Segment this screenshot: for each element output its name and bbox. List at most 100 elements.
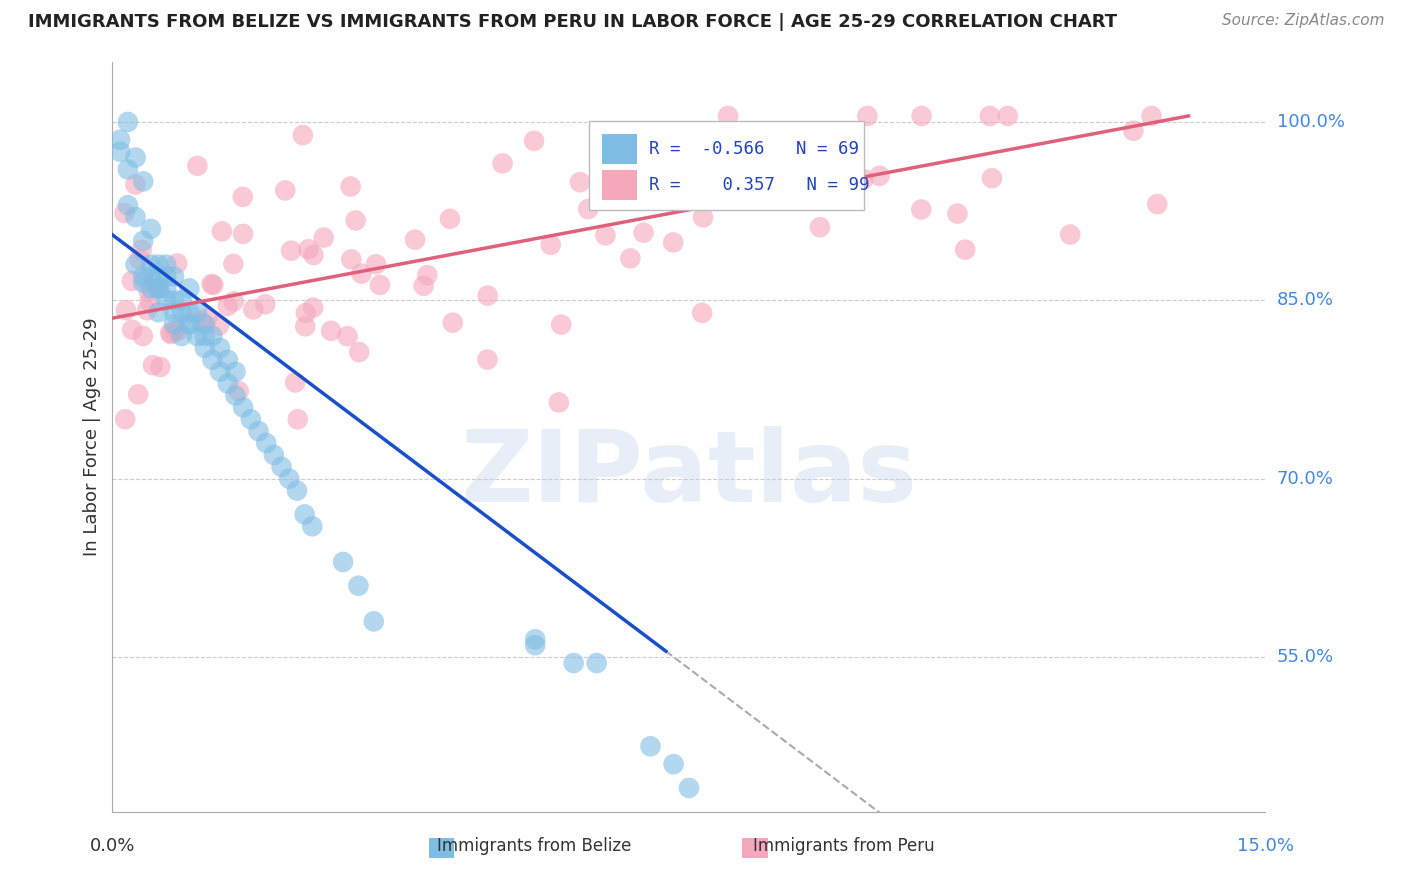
Point	[186, 305, 208, 319]
Point	[132, 276, 155, 290]
Point	[170, 293, 193, 308]
Point	[339, 179, 361, 194]
Point	[441, 316, 464, 330]
Text: 15.0%: 15.0%	[1237, 837, 1294, 855]
Point	[117, 162, 139, 177]
Text: ZIPatlas: ZIPatlas	[461, 426, 917, 523]
Point	[139, 222, 162, 236]
Point	[364, 257, 387, 271]
Point	[287, 412, 309, 426]
Point	[662, 757, 685, 772]
Point	[124, 178, 146, 192]
Point	[297, 242, 319, 256]
Point	[195, 311, 218, 326]
Point	[201, 352, 224, 367]
Point	[228, 384, 250, 398]
Point	[910, 109, 932, 123]
Point	[148, 269, 170, 284]
Point	[254, 297, 277, 311]
Point	[524, 638, 547, 652]
Point	[155, 269, 177, 284]
Point	[242, 302, 264, 317]
Point	[124, 210, 146, 224]
Point	[124, 151, 146, 165]
Point	[138, 285, 160, 299]
Point	[139, 281, 162, 295]
Point	[208, 318, 231, 333]
Point	[142, 277, 165, 291]
Text: 70.0%: 70.0%	[1277, 470, 1333, 488]
Point	[540, 237, 562, 252]
Point	[186, 329, 208, 343]
Point	[491, 156, 513, 170]
Point	[247, 424, 270, 438]
Point	[274, 183, 297, 197]
Point	[149, 359, 172, 374]
Point	[981, 171, 1004, 186]
Point	[163, 324, 186, 338]
Text: Immigrants from Belize: Immigrants from Belize	[437, 837, 631, 855]
Point	[132, 234, 155, 248]
Point	[640, 739, 662, 754]
Point	[112, 206, 135, 220]
Y-axis label: In Labor Force | Age 25-29: In Labor Force | Age 25-29	[83, 318, 101, 557]
Point	[148, 305, 170, 319]
Point	[124, 258, 146, 272]
Point	[775, 187, 797, 202]
Point	[170, 329, 193, 343]
Point	[524, 632, 547, 647]
Point	[336, 329, 359, 343]
Point	[633, 226, 655, 240]
Point	[254, 436, 277, 450]
Point	[186, 159, 208, 173]
Point	[312, 230, 335, 244]
Point	[595, 228, 617, 243]
Text: IMMIGRANTS FROM BELIZE VS IMMIGRANTS FROM PERU IN LABOR FORCE | AGE 25-29 CORREL: IMMIGRANTS FROM BELIZE VS IMMIGRANTS FRO…	[28, 13, 1118, 31]
Point	[340, 252, 363, 267]
Point	[191, 315, 214, 329]
Point	[131, 243, 153, 257]
Point	[139, 258, 162, 272]
Point	[163, 269, 186, 284]
Point	[562, 656, 585, 670]
Point	[301, 519, 323, 533]
Point	[856, 109, 879, 123]
Point	[108, 145, 131, 159]
Point	[619, 252, 641, 266]
Point	[350, 267, 373, 281]
Point	[200, 277, 222, 291]
Text: 85.0%: 85.0%	[1277, 292, 1333, 310]
Point	[1146, 197, 1168, 211]
Point	[155, 281, 177, 295]
Point	[163, 317, 186, 331]
Point	[159, 326, 181, 340]
Point	[117, 198, 139, 212]
Point	[222, 257, 245, 271]
Point	[211, 224, 233, 238]
Point	[523, 134, 546, 148]
Point	[132, 174, 155, 188]
Point	[263, 448, 285, 462]
Point	[128, 252, 150, 267]
Point	[997, 109, 1019, 123]
Point	[585, 656, 607, 670]
Text: R =    0.357   N = 99: R = 0.357 N = 99	[648, 176, 869, 194]
Point	[108, 133, 131, 147]
Point	[163, 293, 186, 308]
Point	[179, 317, 201, 331]
Point	[155, 293, 177, 308]
Bar	[742, 838, 768, 858]
Text: R =  -0.566   N = 69: R = -0.566 N = 69	[648, 140, 859, 158]
Point	[1122, 124, 1144, 138]
Point	[148, 281, 170, 295]
Point	[166, 256, 188, 270]
Point	[910, 202, 932, 217]
Point	[368, 277, 391, 292]
Point	[139, 294, 162, 309]
Point	[477, 288, 499, 302]
Point	[270, 459, 292, 474]
Point	[285, 483, 308, 498]
Point	[332, 555, 354, 569]
Text: Immigrants from Peru: Immigrants from Peru	[752, 837, 935, 855]
Point	[148, 258, 170, 272]
